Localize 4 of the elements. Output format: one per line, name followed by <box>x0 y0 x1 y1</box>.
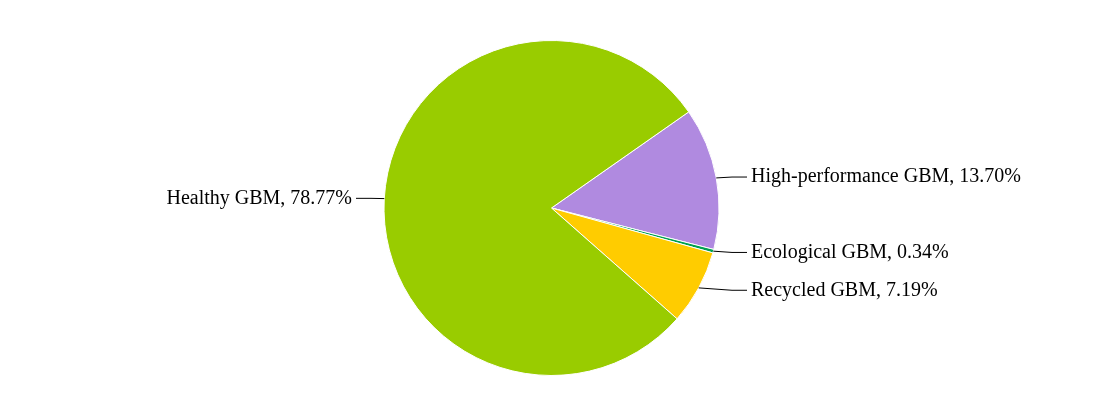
slice-label: Recycled GBM, 7.19% <box>751 277 938 301</box>
slice-label: High-performance GBM, 13.70% <box>751 164 1021 188</box>
slice-label: Ecological GBM, 0.34% <box>751 239 949 263</box>
slice-label: Healthy GBM, 78.77% <box>166 185 352 209</box>
